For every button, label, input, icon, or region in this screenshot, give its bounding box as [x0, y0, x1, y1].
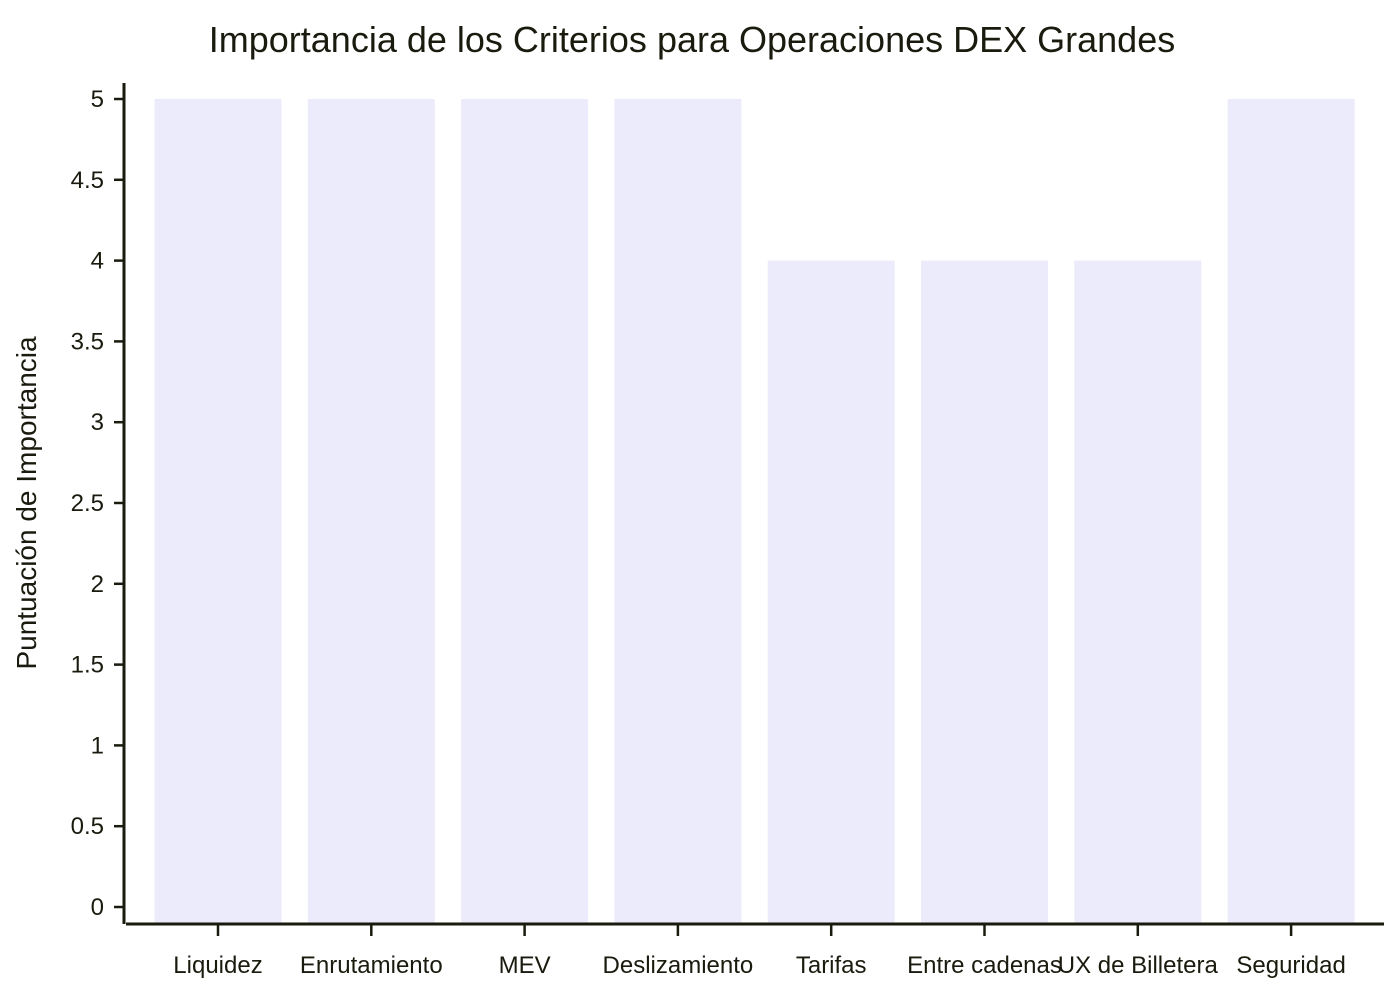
y-tick-label: 1.5: [71, 652, 104, 679]
y-ticks-layer: 0 0.5 1 1.5 2 2.5 3 3.5 4 4.5 5: [71, 86, 124, 921]
y-tick-label: 2: [91, 571, 104, 598]
y-tick-label: 5: [91, 86, 104, 113]
y-tick-label: 2.5: [71, 490, 104, 517]
x-tick-label: UX de Billetera: [1058, 952, 1219, 979]
y-tick-label: 3: [91, 409, 104, 436]
bar-ux-de-billetera: [1074, 260, 1202, 925]
bar-mev: [461, 99, 589, 924]
y-tick-label: 3.5: [71, 328, 104, 355]
bar-deslizamiento: [614, 99, 742, 924]
x-tick-label: Liquidez: [173, 952, 262, 979]
bar-liquidez: [154, 99, 282, 924]
y-tick-label: 0: [91, 894, 104, 921]
x-tick-label: Enrutamiento: [300, 952, 443, 979]
x-tick-label: MEV: [499, 952, 551, 979]
x-tick-label: Entre cadenas: [907, 952, 1062, 979]
y-axis-label: Puntuación de Importancia: [11, 336, 42, 670]
y-tick-label: 4.5: [71, 167, 104, 194]
bar-enrutamiento: [307, 99, 435, 924]
bar-seguridad: [1227, 99, 1355, 924]
bars-layer: [154, 99, 1355, 925]
bar-entre-cadenas: [921, 260, 1048, 925]
x-tick-label: Deslizamiento: [603, 952, 754, 979]
x-tick-label: Tarifas: [796, 952, 867, 979]
x-tick-label: Seguridad: [1236, 952, 1345, 979]
chart-title: Importancia de los Criterios para Operac…: [209, 19, 1175, 60]
x-ticks-layer: Liquidez Enrutamiento MEV Deslizamiento Tari…: [173, 924, 1346, 979]
y-tick-label: 0.5: [71, 813, 104, 840]
y-tick-label: 1: [91, 732, 104, 759]
bar-tarifas: [767, 260, 895, 925]
y-tick-label: 4: [91, 248, 104, 275]
